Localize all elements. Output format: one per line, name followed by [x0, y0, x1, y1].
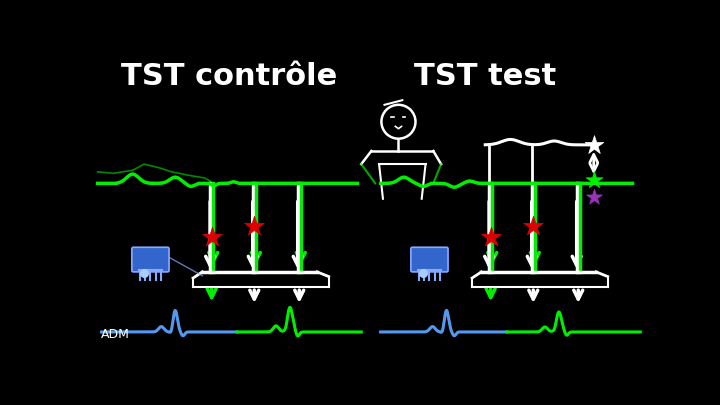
Point [248, 222, 260, 229]
Point [206, 234, 217, 241]
Text: ADM: ADM [101, 328, 130, 341]
FancyBboxPatch shape [132, 247, 169, 272]
Point [485, 234, 496, 241]
Point [138, 270, 150, 277]
Point [528, 222, 539, 229]
Text: TST test: TST test [414, 62, 557, 92]
Point [588, 142, 600, 148]
Text: TST contrôle: TST contrôle [122, 62, 338, 92]
Point [588, 176, 600, 183]
Point [418, 270, 429, 277]
FancyBboxPatch shape [411, 247, 448, 272]
Point [588, 194, 600, 200]
